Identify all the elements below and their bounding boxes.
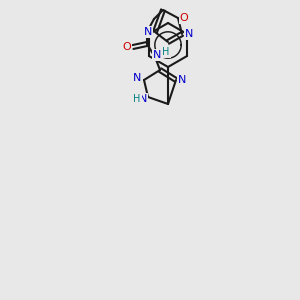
Text: N: N	[178, 75, 186, 85]
Text: N: N	[153, 50, 161, 60]
Text: O: O	[180, 13, 188, 23]
Text: O: O	[123, 42, 131, 52]
Text: N: N	[144, 27, 152, 37]
Text: H: H	[133, 94, 141, 104]
Text: N: N	[185, 29, 193, 39]
Text: N: N	[139, 94, 147, 104]
Text: H: H	[162, 47, 170, 57]
Text: N: N	[133, 73, 141, 83]
